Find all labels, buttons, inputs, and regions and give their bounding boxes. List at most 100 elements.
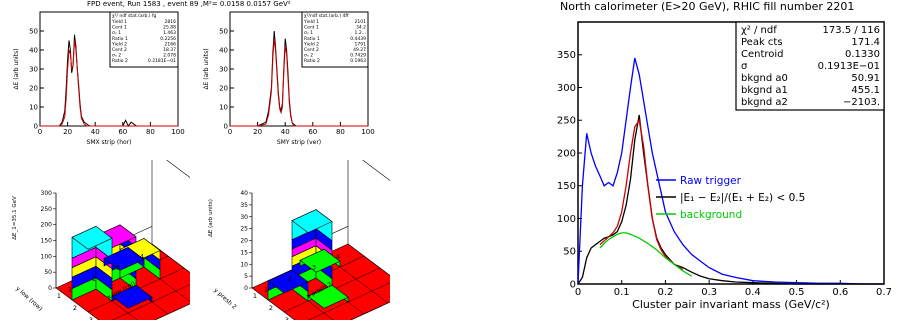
y-axis-label: ΔE (arb units) [203, 48, 210, 89]
legend-label: background [680, 209, 742, 221]
x-tick-label: 4 [140, 253, 144, 261]
z-tick-label: 100 [41, 253, 53, 260]
stats-header: χ²/ndf stat.(arb.) 4ff [304, 13, 349, 19]
x-tick-label: 0 [575, 287, 581, 298]
z-tick-label: 5 [244, 273, 248, 280]
x-tick-label: 100 [171, 128, 184, 136]
z-tick-label: 30 [240, 214, 248, 221]
x-tick-label: 0.3 [701, 287, 717, 298]
stats-label: Ratio 1 [304, 36, 320, 42]
y-tick-label: 30 [29, 65, 38, 73]
stats-value: 18.37 [163, 47, 176, 53]
series-raw-trigger [577, 57, 884, 285]
stats-label: Yield 2 [111, 41, 127, 47]
x-tick-label: 1 [264, 286, 268, 294]
z-tick-label: 250 [41, 206, 53, 213]
x-tick-label: 3 [312, 264, 316, 272]
y-tick-label: 10 [29, 103, 38, 111]
legend-label: Raw trigger [680, 175, 742, 187]
stats-label: χ² / ndf [741, 25, 777, 36]
series-background [599, 232, 693, 277]
stats-value: 0.1963 [350, 58, 366, 64]
y-tick-label: 100 [557, 214, 576, 225]
z-tick-label: 50 [44, 269, 52, 276]
y-axis-label: y low (row) [14, 285, 43, 312]
stats-value: 171.4 [851, 37, 880, 48]
stats-value: 0.7429 [350, 53, 366, 59]
north-calorimeter-plot: 0 0.1 0.2 0.3 0.4 0.5 0.6 0.7 0 50 100 150 200 250 300… [557, 21, 892, 311]
stats-value: 25.88 [163, 25, 176, 31]
z-tick-label: 20 [240, 238, 248, 245]
stats-label: Peak cts [741, 37, 783, 48]
y-tick-label: 50 [219, 27, 228, 35]
y-axis-label: y presh 2 [212, 287, 238, 311]
x-tick-label: 0.5 [789, 287, 805, 298]
z-tick-label: 40 [240, 190, 248, 197]
x-tick-label: 40 [281, 128, 290, 136]
stats-label: bkgnd a2 [741, 97, 788, 108]
x-axis-label: SMX strip (hor) [87, 139, 132, 146]
x-tick-label: 0.2 [657, 287, 673, 298]
stats-label: bkgnd a0 [741, 73, 788, 84]
y-tick-label: 2 [269, 304, 273, 312]
bar-top [71, 225, 113, 250]
y-tick-label: 0 [224, 122, 228, 130]
z-tick-label: 10 [240, 261, 248, 268]
z-tick-label: 25 [240, 226, 248, 233]
y-tick-label: 20 [29, 84, 38, 92]
x-tick-label: 20 [253, 128, 262, 136]
y-tick-label: 30 [219, 65, 228, 73]
stats-label: Ratio 1 [112, 36, 128, 42]
z-axis-label: ΔE_1=35.1 GeV [12, 196, 18, 240]
y-tick-label: 40 [29, 46, 38, 54]
stats-header: χ²/ ndf stat.(arb.) fg [112, 13, 157, 19]
stats-label: Cent 2 [112, 47, 127, 53]
x-tick-label: 60 [118, 128, 127, 136]
stats-label: σₓ 1 [112, 30, 121, 36]
x-tick-label: 20 [63, 128, 72, 136]
stats-value: 2.078 [163, 53, 176, 59]
y-tick-label: 250 [557, 116, 576, 127]
series-line [40, 40, 178, 127]
z-tick-label: 35 [240, 202, 248, 209]
z-tick-label: 200 [41, 222, 53, 229]
x-tick-label: 80 [146, 128, 155, 136]
stats-label: Cent 2 [304, 47, 319, 53]
stats-label: Yield 1 [111, 19, 127, 25]
stats-box [301, 11, 369, 68]
stats-value: 1.2... [355, 30, 366, 36]
stats-label: Yield 1 [303, 19, 319, 25]
stats-label: Cent 1 [112, 25, 127, 31]
y-tick-label: 200 [557, 148, 576, 159]
stats-value: 173.5 / 116 [823, 25, 880, 36]
series-line [230, 38, 368, 127]
x-tick-label: 4 [336, 253, 340, 261]
y-axis-label: ΔE (arb units) [13, 48, 20, 89]
z-tick-label: 150 [41, 238, 53, 245]
bar-top [307, 284, 349, 309]
stats-box [735, 21, 885, 111]
stats-value: 0.1330 [845, 49, 880, 60]
y-tick-label: 1 [57, 292, 61, 300]
y-tick-label: 3 [89, 316, 93, 320]
y-tick-label: 0 [570, 279, 576, 290]
z-tick-label: 0 [244, 285, 248, 292]
left-panel-title: FPD event, Run 1583 , event 89 ,M²= 0.01… [87, 0, 291, 8]
stats-label: σ [741, 61, 748, 72]
bar-top [291, 209, 333, 233]
smx-strip-plot: 0 20 40 60 80 100 0 10 20 30 40 50 SMX strip (hor) ΔE… [13, 11, 185, 146]
x-tick-label: 0.1 [614, 287, 630, 298]
x-axis-label: SMY strip (ver) [277, 139, 321, 146]
legend-label: |E₁ − E₂|/(E₁ + E₂) < 0.5 [680, 192, 805, 204]
stats-value: 1.463 [163, 30, 176, 36]
stats-box [109, 11, 179, 68]
x-tick-label: 0.7 [876, 287, 892, 298]
x-tick-label: 3 [116, 264, 120, 272]
x-tick-label: 0 [38, 128, 42, 136]
y-tick-label: 350 [557, 50, 576, 61]
stats-value: 0.2256 [160, 36, 176, 42]
y-tick-label: 20 [219, 84, 228, 92]
x-tick-label: 1 [68, 286, 72, 294]
stats-label: Ratio 2 [304, 58, 320, 64]
